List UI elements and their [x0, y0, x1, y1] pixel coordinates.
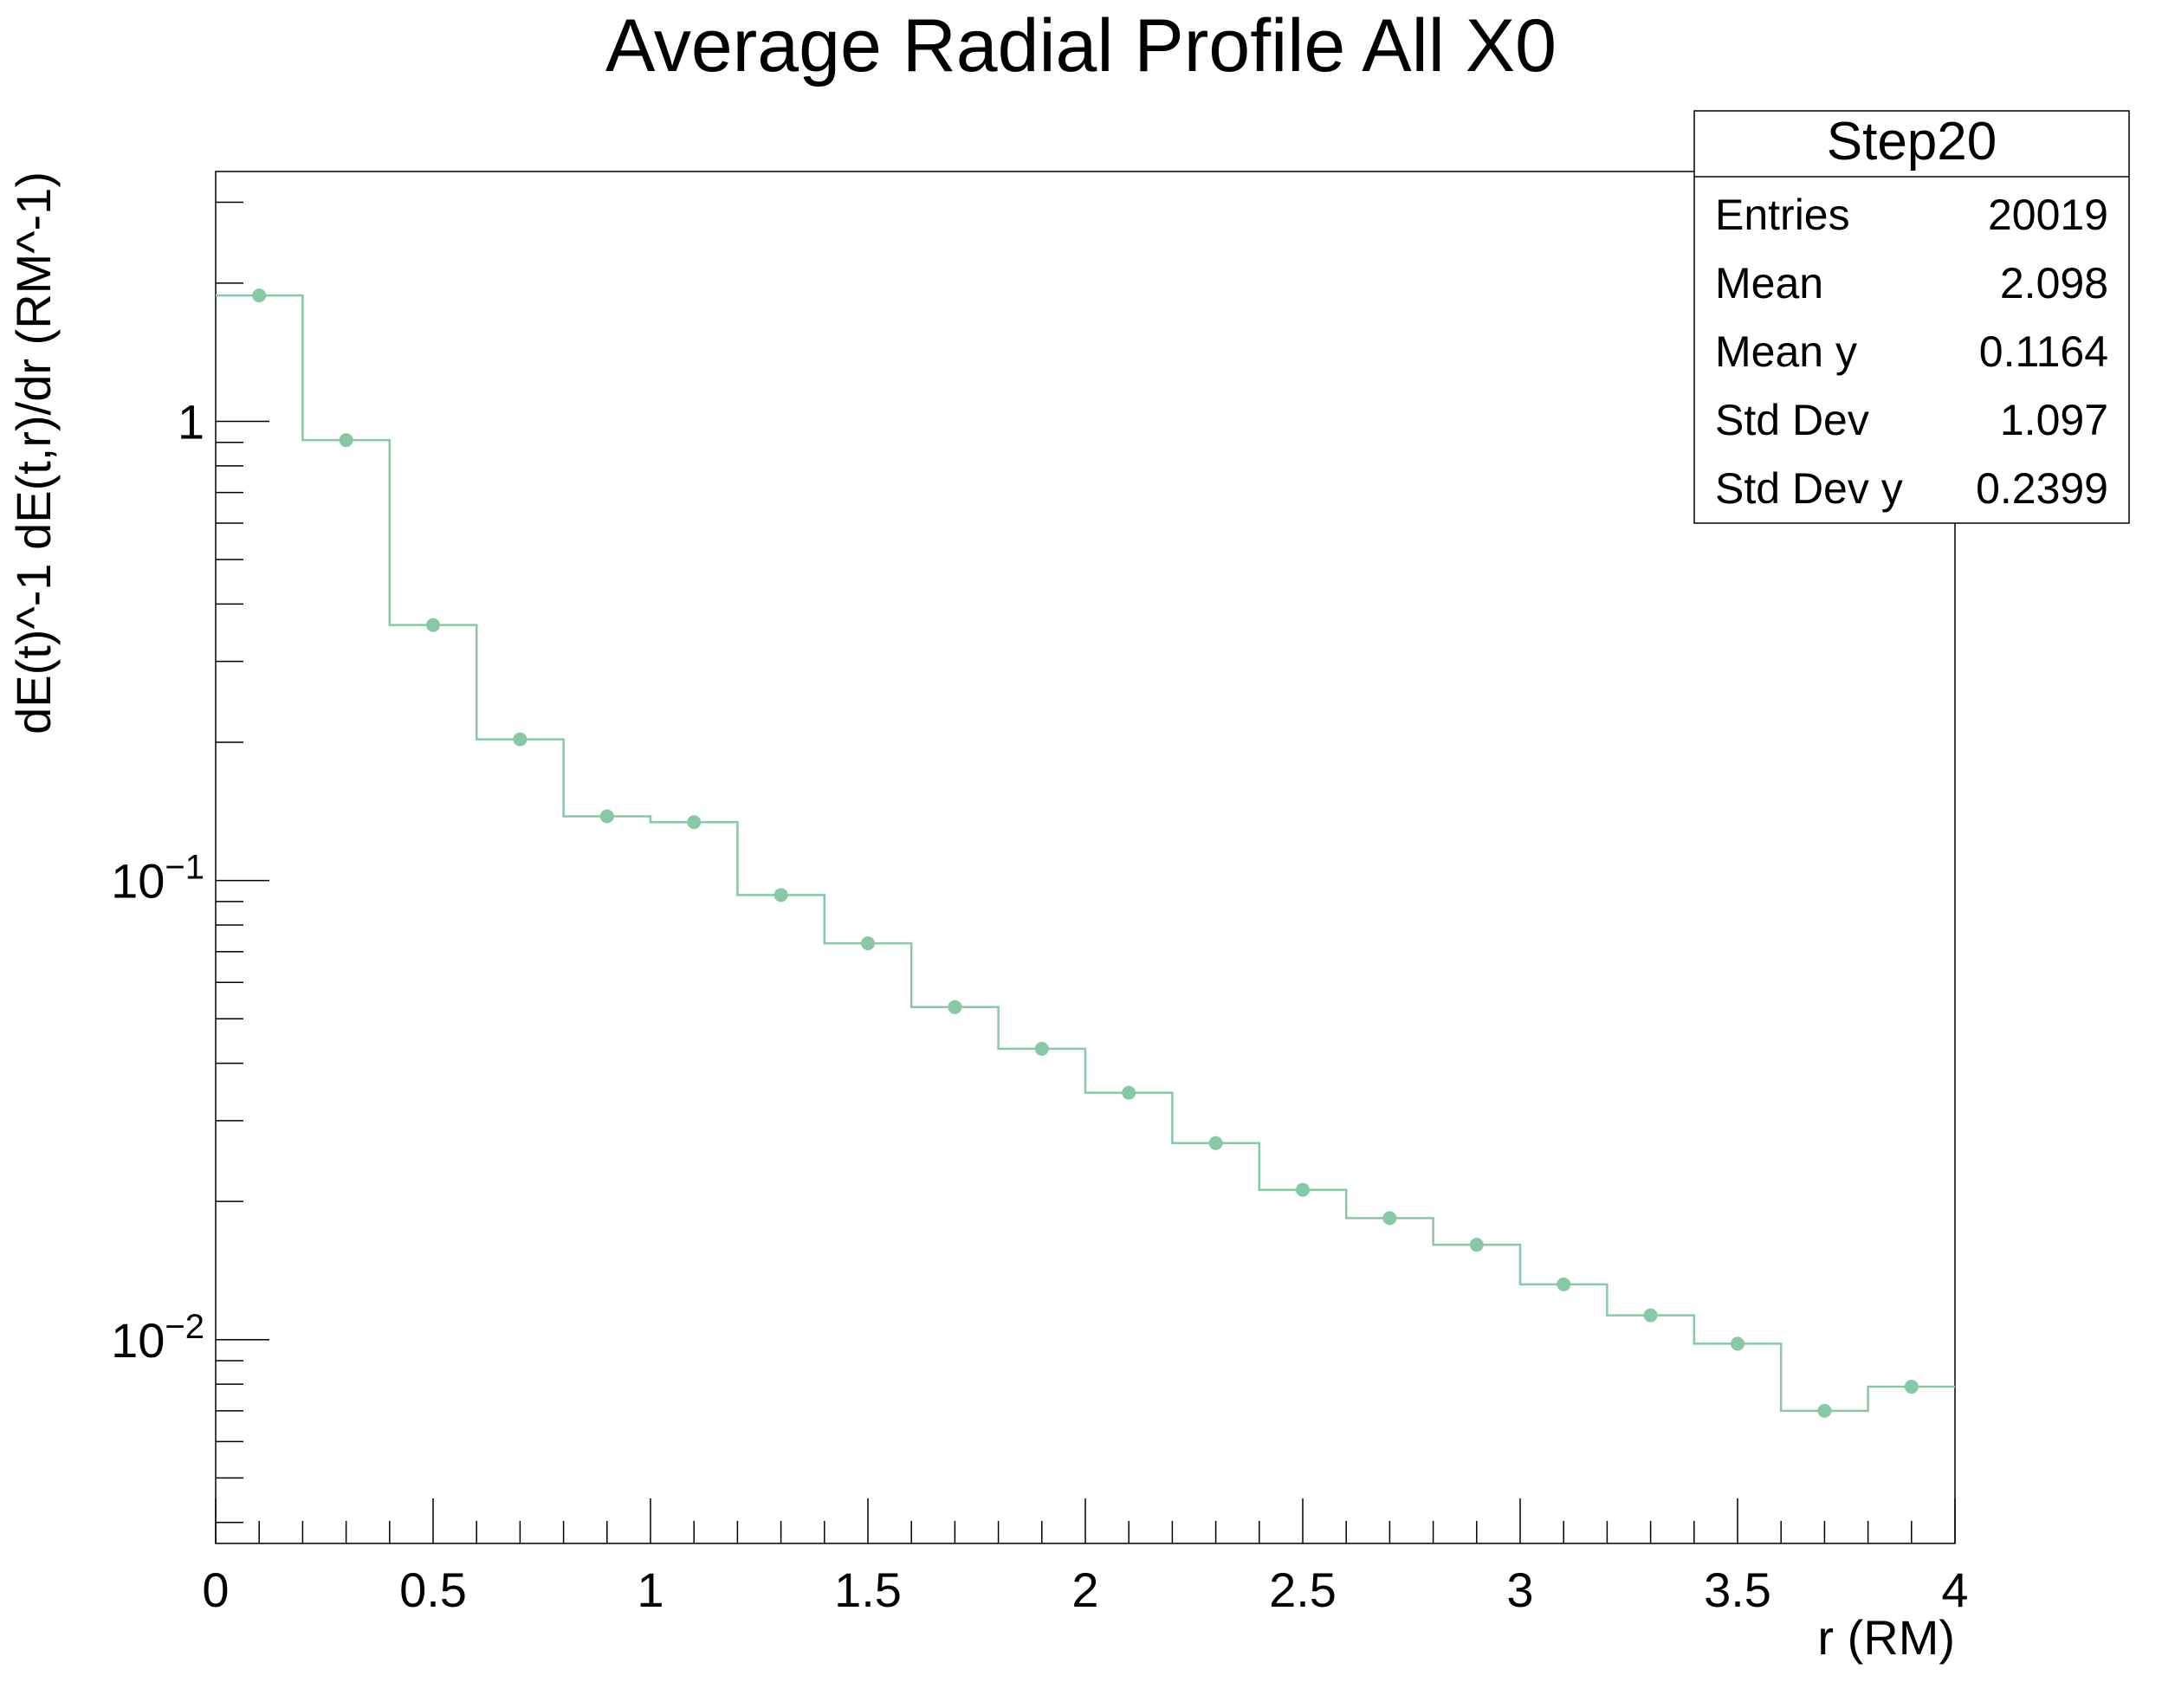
stats-row-value: 20019 [1988, 191, 2108, 239]
x-tick-label: 0 [202, 1562, 229, 1617]
stats-row-label: Mean [1715, 259, 1823, 307]
data-point [1208, 1135, 1223, 1150]
data-point [513, 732, 528, 747]
data-point [1643, 1308, 1658, 1323]
x-axis-tick-labels: 0 0.5 1 1.5 2 2.5 3 3.5 4 [202, 1562, 1968, 1617]
y-axis-ticks [216, 201, 269, 1524]
stats-row-value: 2.098 [2000, 259, 2108, 307]
data-point [1904, 1380, 1919, 1394]
data-point [252, 288, 267, 303]
chart-title: Average Radial Profile All X0 [605, 4, 1557, 87]
stats-row-label: Std Dev [1715, 396, 1869, 444]
x-tick-label: 1.5 [834, 1562, 902, 1617]
stats-row-label: Entries [1715, 191, 1850, 239]
data-point [1817, 1403, 1832, 1418]
y-axis-tick-labels: 1 10−1 10−2 [111, 394, 204, 1367]
x-tick-label: 0.5 [399, 1562, 467, 1617]
stats-row-label: Mean y [1715, 327, 1857, 376]
data-point [1382, 1211, 1397, 1226]
x-axis-ticks [215, 1498, 1956, 1543]
x-axis-label: r (RM) [1817, 1610, 1955, 1665]
data-point [599, 809, 614, 824]
x-tick-label: 3.5 [1704, 1562, 1771, 1617]
stats-row-value: 0.2399 [1976, 464, 2108, 513]
x-tick-label: 4 [1941, 1562, 1968, 1617]
data-point [1557, 1277, 1571, 1291]
data-point [1296, 1182, 1310, 1197]
data-point [1034, 1041, 1049, 1056]
stats-box-frame [1693, 110, 2130, 524]
x-tick-label: 2 [1071, 1562, 1098, 1617]
stats-box-title: Step20 [1827, 112, 1997, 171]
x-tick-label: 3 [1506, 1562, 1533, 1617]
y-tick-label: 1 [178, 394, 204, 449]
stats-row-value: 0.1164 [1979, 327, 2108, 376]
data-point [339, 433, 353, 448]
data-point [1469, 1238, 1484, 1252]
data-point [861, 936, 875, 951]
data-point [774, 888, 788, 903]
x-tick-label: 1 [637, 1562, 663, 1617]
y-tick-label: 10−2 [111, 1308, 204, 1368]
data-point [1122, 1085, 1136, 1100]
data-point [687, 815, 702, 830]
data-markers [252, 288, 1919, 1418]
x-tick-label: 2.5 [1269, 1562, 1337, 1617]
stats-box: Step20 Entries 20019 Mean 2.098 Mean y 0.1164… [1693, 110, 2130, 524]
data-point [948, 1000, 962, 1014]
stats-row-value: 1.097 [2000, 396, 2108, 444]
stats-row-label: Std Dev y [1715, 464, 1903, 513]
data-point [426, 618, 440, 632]
y-axis-label: dE(t)^-1 dE(t,r)/dr (RM^-1) [6, 171, 61, 734]
stats-box-rows: Entries 20019 Mean 2.098 Mean y 0.1164 Std Dev… [1715, 191, 2108, 513]
data-point [1731, 1336, 1744, 1351]
y-tick-label: 10−1 [111, 849, 204, 909]
